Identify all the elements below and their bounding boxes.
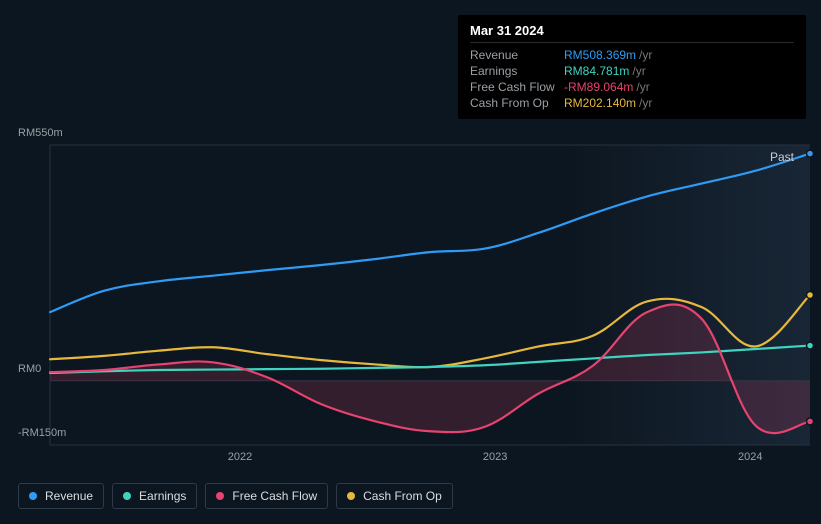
legend-dot-icon [29,492,37,500]
series-endpoint-earnings [807,342,814,349]
tooltip-row: Cash From OpRM202.140m/yr [470,95,794,111]
tooltip-row-value: RM202.140m [564,96,636,110]
legend-item-label: Free Cash Flow [232,489,317,503]
legend-dot-icon [216,492,224,500]
x-axis-label: 2023 [483,451,507,463]
tooltip-row: Free Cash Flow-RM89.064m/yr [470,79,794,95]
legend-item-cash-from-op[interactable]: Cash From Op [336,483,453,509]
tooltip-row-value: RM84.781m [564,64,629,78]
chart-legend: Revenue Earnings Free Cash Flow Cash From O… [18,483,453,509]
tooltip-row-label: Cash From Op [470,96,564,110]
tooltip-row-unit: /yr [636,80,649,94]
tooltip-row: EarningsRM84.781m/yr [470,63,794,79]
legend-item-free-cash-flow[interactable]: Free Cash Flow [205,483,328,509]
tooltip-row-label: Earnings [470,64,564,78]
legend-dot-icon [123,492,131,500]
tooltip-row-value: RM508.369m [564,48,636,62]
legend-item-label: Cash From Op [363,489,442,503]
tooltip-row: RevenueRM508.369m/yr [470,47,794,63]
legend-item-label: Revenue [45,489,93,503]
tooltip-date: Mar 31 2024 [470,23,794,43]
tooltip-row-label: Free Cash Flow [470,80,564,94]
chart-tooltip: Mar 31 2024 RevenueRM508.369m/yrEarnings… [458,15,806,119]
tooltip-row-value: -RM89.064m [564,80,633,94]
y-axis-label: RM0 [18,363,41,375]
legend-dot-icon [347,492,355,500]
tooltip-row-label: Revenue [470,48,564,62]
series-endpoint-cash-from-op [807,292,814,299]
legend-item-revenue[interactable]: Revenue [18,483,104,509]
legend-item-label: Earnings [139,489,186,503]
tooltip-row-unit: /yr [639,48,652,62]
tooltip-row-unit: /yr [632,64,645,78]
x-axis-label: 2022 [228,451,252,463]
series-endpoint-free-cash-flow [807,418,814,425]
series-endpoint-revenue [807,150,814,157]
legend-item-earnings[interactable]: Earnings [112,483,197,509]
y-axis-label: RM550m [18,127,63,139]
past-label: Past [770,150,794,164]
x-axis-label: 2024 [738,451,762,463]
tooltip-row-unit: /yr [639,96,652,110]
y-axis-label: -RM150m [18,427,66,439]
